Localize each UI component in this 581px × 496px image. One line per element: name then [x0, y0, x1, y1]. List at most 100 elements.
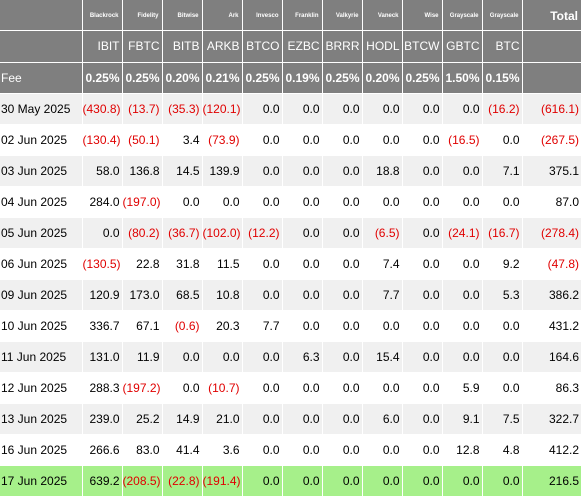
flow-cell: (430.8): [82, 92, 123, 124]
table-row: 11 Jun 2025 131.0 11.9 0.0 0.0 0.0 6.3 0.0 15.4 0…: [0, 340, 581, 372]
date-cell: 10 Jun 2025: [0, 309, 83, 341]
flow-cell: 15.4: [362, 340, 403, 372]
table-row: 30 May 2025 (430.8) (13.7) (35.3) (120.1) 0.0…: [0, 92, 581, 124]
issuer-header: Bitwise: [162, 0, 203, 30]
flow-cell: 0.0: [282, 278, 323, 310]
flow-cell: 0.0: [482, 309, 523, 341]
flow-cell: 12.8: [442, 433, 483, 465]
flow-cell: 14.5: [162, 154, 203, 186]
fee-cell: 0.19%: [282, 61, 323, 93]
table-row: 04 Jun 2025 284.0 (197.0) 0.0 0.0 0.0 0.0 0.0 0.…: [0, 185, 581, 217]
flow-cell: (50.1): [122, 123, 163, 155]
flow-cell: 0.0: [442, 185, 483, 217]
flow-cell: 0.0: [442, 309, 483, 341]
date-cell: 16 Jun 2025: [0, 433, 83, 465]
flow-cell: (13.7): [122, 92, 163, 124]
flow-cell: 0.0: [282, 92, 323, 124]
table-row: 13 Jun 2025 239.0 25.2 14.9 21.0 0.0 0.0 0.0 6.0…: [0, 402, 581, 434]
flow-cell: 68.5: [162, 278, 203, 310]
flow-cell: 7.7: [242, 309, 283, 341]
table-row: 12 Jun 2025 288.3 (197.2) 0.0 (10.7) 0.0 0.0 0.…: [0, 371, 581, 403]
flow-cell: 0.0: [242, 247, 283, 279]
date-cell: 09 Jun 2025: [0, 278, 83, 310]
fee-cell: 0.20%: [362, 61, 403, 93]
flow-cell: 0.0: [322, 278, 363, 310]
flow-cell: 173.0: [122, 278, 163, 310]
flow-cell: (208.5): [122, 464, 163, 496]
issuer-header: Blackrock: [82, 0, 123, 30]
fee-cell: 0.20%: [162, 61, 203, 93]
flow-cell: 3.4: [162, 123, 203, 155]
ticker-header-row: IBIT FBTC BITB ARKB BTCO EZBC BRRR HODL BTCW GBTC…: [0, 29, 581, 62]
flow-cell: 266.6: [82, 433, 123, 465]
flow-cell: 0.0: [322, 216, 363, 248]
fee-cell: 1.50%: [442, 61, 483, 93]
flow-cell: 0.0: [402, 433, 443, 465]
fee-cell: 0.15%: [482, 61, 523, 93]
flow-cell: 0.0: [362, 464, 403, 496]
date-cell: 12 Jun 2025: [0, 371, 83, 403]
flow-cell: (36.7): [162, 216, 203, 248]
flow-cell: 7.5: [482, 402, 523, 434]
flow-cell: (22.8): [162, 464, 203, 496]
table-row: 09 Jun 2025 120.9 173.0 68.5 10.8 0.0 0.0 0.0 7.…: [0, 278, 581, 310]
flow-cell: 0.0: [282, 154, 323, 186]
fee-cell: 0.25%: [82, 61, 123, 93]
flow-cell: 0.0: [322, 247, 363, 279]
fee-row: Fee 0.25% 0.25% 0.20% 0.21% 0.25% 0.19% 0.25% 0…: [0, 61, 581, 93]
corner-cell: [0, 0, 83, 30]
flow-cell: 0.0: [442, 464, 483, 496]
fee-label: Fee: [0, 61, 83, 93]
ticker-header: FBTC: [122, 29, 163, 62]
flow-cell: 10.8: [202, 278, 243, 310]
flow-cell: 0.0: [322, 464, 363, 496]
flow-cell: (12.2): [242, 216, 283, 248]
total-cell: (278.4): [522, 216, 581, 248]
date-cell: 02 Jun 2025: [0, 123, 83, 155]
table-row: 02 Jun 2025 (130.4) (50.1) 3.4 (73.9) 0.0 0.0 0…: [0, 123, 581, 155]
flow-cell: 0.0: [482, 340, 523, 372]
ticker-header: ARKB: [202, 29, 243, 62]
flow-cell: 0.0: [402, 185, 443, 217]
table-row: 17 Jun 2025 639.2 (208.5) (22.8) (191.4) 0.0 0…: [0, 464, 581, 496]
flow-cell: 21.0: [202, 402, 243, 434]
ticker-header: BTCW: [402, 29, 443, 62]
flow-cell: (6.5): [362, 216, 403, 248]
table-row: 16 Jun 2025 266.6 83.0 41.4 3.6 0.0 0.0 0.0 0.0 0…: [0, 433, 581, 465]
table-row: 06 Jun 2025 (130.5) 22.8 31.8 11.5 0.0 0.0 0.0 7…: [0, 247, 581, 279]
issuer-header: Wise: [402, 0, 443, 30]
flow-cell: 0.0: [282, 464, 323, 496]
ticker-header: HODL: [362, 29, 403, 62]
flow-cell: 4.8: [482, 433, 523, 465]
flow-cell: 41.4: [162, 433, 203, 465]
flow-cell: 0.0: [482, 464, 523, 496]
flow-cell: 0.0: [402, 123, 443, 155]
flow-cell: 0.0: [442, 340, 483, 372]
flow-cell: 0.0: [282, 371, 323, 403]
flow-cell: 288.3: [82, 371, 123, 403]
table-row: 03 Jun 2025 58.0 136.8 14.5 139.9 0.0 0.0 0.0 18…: [0, 154, 581, 186]
flow-cell: 0.0: [242, 123, 283, 155]
flow-cell: 0.0: [322, 92, 363, 124]
flow-cell: (197.2): [122, 371, 163, 403]
flow-cell: 0.0: [282, 216, 323, 248]
flow-cell: 0.0: [242, 92, 283, 124]
flow-cell: 5.3: [482, 278, 523, 310]
issuer-header: Franklin: [282, 0, 323, 30]
date-cell: 11 Jun 2025: [0, 340, 83, 372]
flow-cell: 7.4: [362, 247, 403, 279]
flow-cell: 0.0: [362, 123, 403, 155]
flow-cell: 18.8: [362, 154, 403, 186]
fee-cell: 0.25%: [322, 61, 363, 93]
issuer-header: Grayscale: [482, 0, 523, 30]
flow-cell: 0.0: [242, 154, 283, 186]
flow-cell: 0.0: [242, 278, 283, 310]
flow-cell: 0.0: [482, 123, 523, 155]
issuer-header: Ark: [202, 0, 243, 30]
flow-cell: 0.0: [442, 278, 483, 310]
ticker-header: GBTC: [442, 29, 483, 62]
flow-cell: (130.4): [82, 123, 123, 155]
flow-cell: 0.0: [322, 154, 363, 186]
table-body: 30 May 2025 (430.8) (13.7) (35.3) (120.1) 0.0…: [0, 92, 581, 496]
total-cell: 375.1: [522, 154, 581, 186]
